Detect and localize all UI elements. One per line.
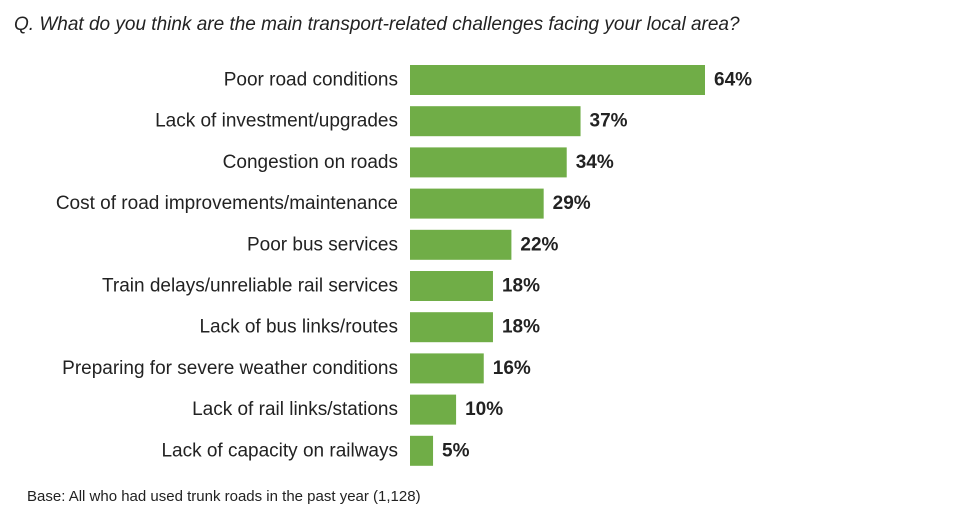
category-label: Cost of road improvements/maintenance (56, 193, 398, 214)
category-label: Preparing for severe weather conditions (62, 358, 398, 379)
bar (410, 147, 567, 178)
bar (410, 353, 484, 384)
bar (410, 271, 493, 301)
value-label: 22% (520, 234, 558, 255)
category-label: Congestion on roads (223, 152, 398, 173)
category-label: Poor bus services (247, 234, 398, 255)
question-text: Q. What do you think are the main transp… (14, 14, 740, 35)
bar (410, 106, 581, 137)
value-label: 29% (553, 193, 591, 214)
value-label: 5% (442, 440, 470, 461)
category-label: Lack of capacity on railways (161, 440, 398, 461)
bar (410, 394, 457, 425)
base-note: Base: All who had used trunk roads in th… (27, 488, 421, 505)
bar (410, 312, 493, 343)
category-label: Lack of bus links/routes (199, 317, 398, 338)
value-label: 34% (576, 152, 614, 173)
value-label: 16% (493, 358, 531, 379)
category-label: Poor road conditions (224, 70, 398, 91)
category-label: Lack of investment/upgrades (155, 111, 398, 132)
value-label: 18% (502, 276, 540, 297)
bar (410, 435, 434, 466)
value-label: 18% (502, 317, 540, 338)
bar-chart: Poor road conditions 64% Lack of investmen… (56, 65, 752, 466)
category-label: Lack of rail links/stations (192, 399, 398, 420)
bar (410, 188, 544, 219)
value-label: 37% (590, 111, 628, 132)
bar (410, 229, 512, 260)
value-label: 10% (465, 399, 503, 420)
category-label: Train delays/unreliable rail services (102, 276, 398, 297)
value-label: 64% (714, 70, 752, 91)
bar (410, 65, 705, 95)
